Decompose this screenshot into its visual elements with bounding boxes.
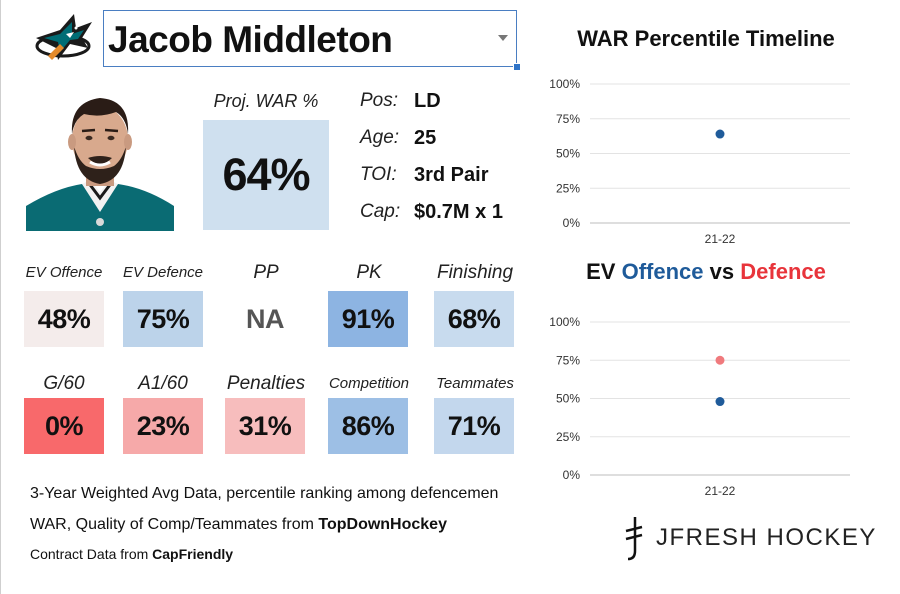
stat-teammates: 71% <box>434 398 514 454</box>
info-value: $0.7M x 1 <box>414 201 503 223</box>
resize-handle[interactable] <box>513 63 521 71</box>
note-contract-source-link: CapFriendly <box>152 546 234 562</box>
y-tick-label: 75% <box>556 112 580 126</box>
info-key: TOI: <box>360 164 397 185</box>
y-tick-label: 50% <box>556 147 580 161</box>
stat-ev-offence: 48% <box>24 291 104 347</box>
ev-title-offence: Offence <box>621 259 704 284</box>
stat-label-ev-defence: EV Defence <box>122 264 204 281</box>
stat-label-pp: PP <box>253 262 279 283</box>
y-tick-label: 25% <box>556 181 580 195</box>
brand-text: JFRESH HOCKEY <box>656 524 877 551</box>
stat-label-finishing: Finishing <box>436 262 514 283</box>
y-tick-label: 100% <box>549 77 580 91</box>
proj-war-value: 64% <box>203 120 329 230</box>
info-value: 3rd Pair <box>414 164 489 186</box>
data-point <box>715 397 725 407</box>
y-tick-label: 25% <box>556 430 580 444</box>
player-select-dropdown[interactable]: Jacob Middleton <box>103 10 521 71</box>
stat-label-penalties: Penalties <box>226 373 306 394</box>
note-war-prefix: WAR, Quality of Comp/Teammates from <box>30 516 319 533</box>
chart-title-timeline: WAR Percentile Timeline <box>577 26 835 51</box>
stat-label-ev-offence: EV Offence <box>25 264 103 281</box>
ev-title-word: EV <box>586 259 616 284</box>
stat-label-pk: PK <box>356 262 382 283</box>
note-contract-prefix: Contract Data from <box>30 546 153 562</box>
ev-title-defence: Defence <box>740 259 826 284</box>
info-value: LD <box>414 90 441 112</box>
y-tick-label: 0% <box>563 216 581 230</box>
stat-ev-defence: 75% <box>123 291 203 347</box>
stat-pp: NA <box>225 291 305 347</box>
stat-competition: 86% <box>328 398 408 454</box>
sharks-logo-icon <box>30 8 96 68</box>
y-tick-label: 50% <box>556 392 580 406</box>
y-tick-label: 100% <box>549 315 580 329</box>
info-key: Age: <box>360 127 400 148</box>
jfresh-logo-icon <box>625 517 643 561</box>
info-key: Cap: <box>360 201 401 222</box>
stat-pk: 91% <box>328 291 408 347</box>
ev-offence-defence-chart: 0% 25% 50% 75% 100% 21-22 <box>549 315 850 498</box>
stat-label-teammates: Teammates <box>436 375 514 392</box>
data-point <box>715 355 725 365</box>
player-name: Jacob Middleton <box>108 19 393 60</box>
info-value: 25 <box>414 127 437 149</box>
stat-label-g60: G/60 <box>43 373 85 394</box>
stat-penalties: 31% <box>225 398 305 454</box>
note-data-description: 3-Year Weighted Avg Data, percentile ran… <box>30 485 499 502</box>
y-tick-label: 0% <box>563 468 581 482</box>
stat-finishing: 68% <box>434 291 514 347</box>
stat-label-competition: Competition <box>328 375 410 392</box>
info-key: Pos: <box>360 90 399 111</box>
y-tick-label: 75% <box>556 353 580 367</box>
proj-war-label: Proj. WAR % <box>213 91 319 111</box>
note-war-source: WAR, Quality of Comp/Teammates from TopD… <box>30 516 447 534</box>
stat-label-a160: A1/60 <box>138 373 188 394</box>
stat-g60: 0% <box>24 398 104 454</box>
x-tick-label: 21-22 <box>705 484 736 498</box>
stat-a160: 23% <box>123 398 203 454</box>
jfresh-brand: JFRESH HOCKEY <box>622 515 877 561</box>
war-timeline-chart: 0% 25% 50% 75% 100% 21-22 <box>549 77 850 246</box>
x-tick-label: 21-22 <box>705 232 736 246</box>
left-border <box>0 0 1 594</box>
chart-title-ev: EV Offence vs Defence <box>516 259 896 285</box>
data-point <box>715 129 725 139</box>
chevron-down-icon[interactable] <box>498 35 508 41</box>
ev-title-vs: vs <box>709 259 735 284</box>
note-contract-source: Contract Data from CapFriendly <box>30 546 233 562</box>
player-headshot <box>26 88 174 231</box>
note-war-source-link: TopDownHockey <box>318 516 447 533</box>
